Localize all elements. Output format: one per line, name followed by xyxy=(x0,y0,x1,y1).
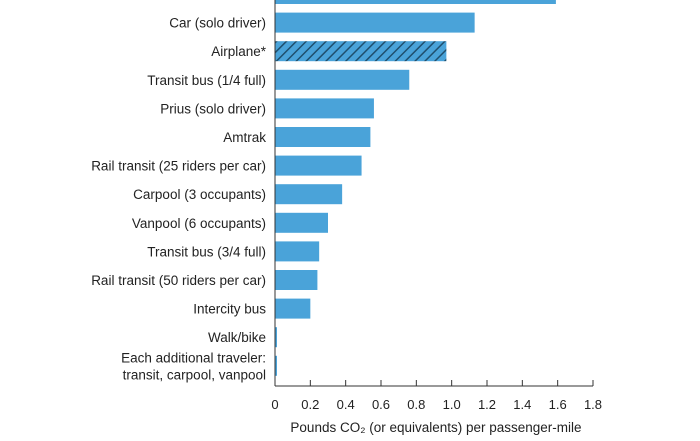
category-labels-group: Car (solo driver) Airplane* Transit bus (1… xyxy=(91,16,267,383)
bar-0 xyxy=(275,0,556,4)
x-tick-label-5: 1.0 xyxy=(443,397,461,412)
x-tick-label-4: 0.8 xyxy=(407,397,425,412)
category-label-7: Carpool (3 occupants) xyxy=(133,187,266,202)
bars-group xyxy=(275,0,556,376)
category-label-10: Rail transit (50 riders per car) xyxy=(91,273,266,288)
category-label-8: Vanpool (6 occupants) xyxy=(132,216,266,231)
bar-1 xyxy=(275,12,475,33)
category-label-3: Transit bus (1/4 full) xyxy=(147,73,266,88)
bar-5 xyxy=(275,127,371,147)
x-tick-label-9: 1.8 xyxy=(584,397,602,412)
bar-7 xyxy=(275,184,343,205)
x-tick-label-8: 1.6 xyxy=(549,397,567,412)
category-label-5: Amtrak xyxy=(223,130,266,145)
bar-4 xyxy=(275,98,374,119)
category-label-2: Airplane* xyxy=(211,44,267,59)
x-axis: 0 0.2 0.4 0.6 0.8 1.0 1.2 1.4 1.6 1.8 xyxy=(271,0,602,412)
bar-13 xyxy=(275,355,277,376)
x-tick-label-3: 0.6 xyxy=(372,397,390,412)
x-tick-label-2: 0.4 xyxy=(337,397,355,412)
bar-8 xyxy=(275,212,328,233)
category-label-12: Walk/bike xyxy=(208,330,266,345)
category-label-11: Intercity bus xyxy=(193,302,266,317)
category-label-13-line-0: Each additional traveler: xyxy=(121,350,266,365)
bar-12 xyxy=(275,327,277,348)
x-tick-label-7: 1.4 xyxy=(513,397,531,412)
bar-9 xyxy=(275,241,320,262)
x-tick-label-6: 1.2 xyxy=(478,397,496,412)
category-label-6: Rail transit (25 riders per car) xyxy=(91,159,266,174)
bar-10 xyxy=(275,270,318,290)
bar-2 xyxy=(275,41,447,62)
category-label-1: Car (solo driver) xyxy=(169,16,266,31)
category-label-9: Transit bus (3/4 full) xyxy=(147,244,266,259)
x-tick-label-0: 0 xyxy=(271,397,278,412)
bar-3 xyxy=(275,69,410,90)
bar-6 xyxy=(275,155,362,176)
x-axis-title: Pounds CO₂ (or equivalents) per passenge… xyxy=(290,420,581,435)
bar-11 xyxy=(275,298,311,319)
category-label-4: Prius (solo driver) xyxy=(160,101,266,116)
category-label-13-line-1: transit, carpool, vanpool xyxy=(123,367,266,382)
x-tick-label-1: 0.2 xyxy=(301,397,319,412)
